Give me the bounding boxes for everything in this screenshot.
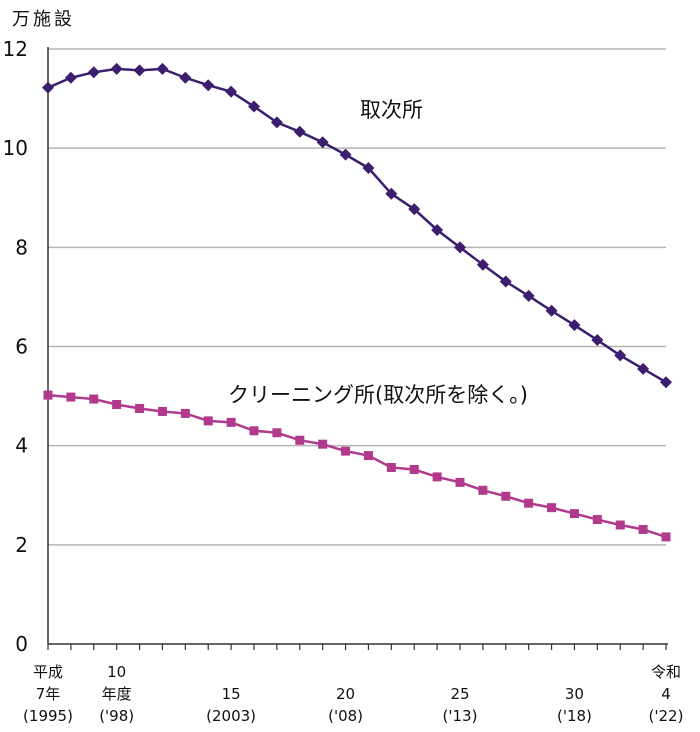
x-tick-label-2013-line-1: ('13): [443, 707, 478, 725]
series-1-point-2013: [455, 477, 465, 487]
x-tick-label-1998-line-1: 年度: [102, 685, 132, 703]
series-0-point-2011: [408, 203, 421, 216]
x-tick-label-2013-line-0: 25: [450, 685, 469, 703]
series-1-point-2017: [547, 503, 557, 513]
x-tick-label-2022-line-2: ('22): [649, 707, 684, 725]
series-lines: [47, 67, 667, 539]
y-tick-label-12: 12: [3, 37, 28, 61]
series-1-point-2019: [592, 515, 602, 525]
series-1-point-1996: [66, 392, 76, 402]
series-0-point-2007: [316, 136, 329, 149]
series-markers: [42, 62, 672, 542]
y-tick-labels: 0 2 4 6 8 10 12: [3, 37, 28, 656]
series-1-point-2011: [409, 464, 419, 474]
gridlines: [48, 48, 666, 546]
y-tick-label-6: 6: [15, 335, 28, 359]
series-1-point-2006: [295, 435, 305, 445]
x-tick-label-2008-line-1: ('08): [328, 707, 363, 725]
x-tick-label-2018-line-1: ('18): [557, 707, 592, 725]
x-tick-label-1995-line-0: 平成: [33, 663, 63, 681]
axes: [47, 47, 668, 650]
series-0-point-2002: [202, 79, 215, 92]
series-1-point-2004: [249, 426, 259, 436]
x-tick-label-2022-line-0: 令和: [651, 663, 681, 681]
series-1-point-1998: [112, 400, 122, 410]
series-1-point-2022: [661, 532, 671, 542]
series-1-point-2010: [386, 462, 396, 472]
series-1-point-2014: [478, 485, 488, 495]
y-tick-label-10: 10: [3, 136, 28, 160]
series-1-point-2003: [226, 417, 236, 427]
series-0-point-1997: [87, 66, 100, 79]
x-tick-label-1995-line-1: 7年: [36, 685, 61, 703]
series-1-point-2020: [615, 520, 625, 530]
series-1-point-2009: [363, 451, 373, 461]
series-line-1: [47, 393, 667, 539]
x-tick-label-1998-line-0: 10: [107, 663, 126, 681]
series-0-point-2012: [431, 223, 444, 236]
x-tick-label-1998-line-2: ('98): [99, 707, 134, 725]
series-0-point-2022: [660, 376, 672, 389]
series-1-point-2001: [180, 408, 190, 418]
y-unit-label: 万施設: [12, 9, 75, 30]
x-tick-label-1995-line-2: (1995): [23, 707, 73, 725]
series-0-point-2001: [179, 71, 192, 84]
series-1-point-2012: [432, 472, 442, 482]
series-0-point-2010: [385, 187, 398, 200]
series-0-point-1999: [133, 64, 146, 77]
x-tick-label-2003-line-1: (2003): [206, 707, 256, 725]
series-0-point-2005: [270, 116, 283, 129]
series-0-point-2014: [476, 258, 489, 271]
series-1-point-1999: [135, 403, 145, 413]
x-tick-label-2022-line-1: 4: [661, 685, 671, 703]
series-label-cleaning: クリーニング所(取次所を除く。): [228, 383, 528, 407]
x-tick-label-2003-line-0: 15: [222, 685, 241, 703]
x-tick-label-2018-line-0: 30: [565, 685, 584, 703]
series-0-point-2004: [248, 100, 260, 113]
series-0-point-2019: [591, 334, 604, 347]
series-0-point-2018: [568, 319, 581, 332]
series-0-point-2009: [362, 162, 375, 174]
series-0-point-2013: [454, 241, 466, 254]
series-0-point-2017: [545, 304, 558, 317]
series-0-point-2015: [499, 275, 512, 288]
x-tick-labels: 平成 7年 (1995) 10 年度 ('98) 15 (2003) 20 ('08) 25 ('13…: [23, 663, 683, 725]
series-1-point-2005: [272, 428, 282, 438]
y-tick-label-2: 2: [15, 533, 28, 557]
series-1-point-2021: [638, 524, 648, 534]
series-label-toritsugisho: 取次所: [360, 98, 423, 122]
y-tick-label-0: 0: [15, 632, 28, 656]
series-0-point-1995: [42, 81, 54, 94]
series-1-point-2002: [203, 416, 213, 426]
series-0-point-1998: [110, 62, 123, 75]
series-0-point-2021: [637, 362, 650, 375]
y-tick-label-8: 8: [15, 235, 28, 259]
y-tick-label-4: 4: [15, 434, 28, 458]
series-0-point-2008: [339, 148, 352, 161]
series-1-point-2015: [501, 491, 511, 501]
series-1-point-1997: [89, 394, 99, 404]
series-1-point-2016: [524, 498, 534, 508]
series-0-point-2006: [293, 125, 306, 138]
series-0-point-2016: [522, 289, 535, 302]
series-1-point-2008: [341, 446, 351, 456]
series-0-point-1996: [64, 71, 77, 84]
series-1-point-1995: [43, 390, 53, 400]
series-0-point-2000: [156, 62, 169, 75]
series-0-point-2003: [225, 85, 238, 98]
series-1-point-2007: [318, 439, 328, 449]
series-0-point-2020: [614, 349, 627, 362]
x-tick-label-2008-line-0: 20: [336, 685, 355, 703]
series-1-point-2000: [157, 406, 167, 416]
series-1-point-2018: [569, 509, 579, 519]
series-line-0: [47, 67, 667, 384]
